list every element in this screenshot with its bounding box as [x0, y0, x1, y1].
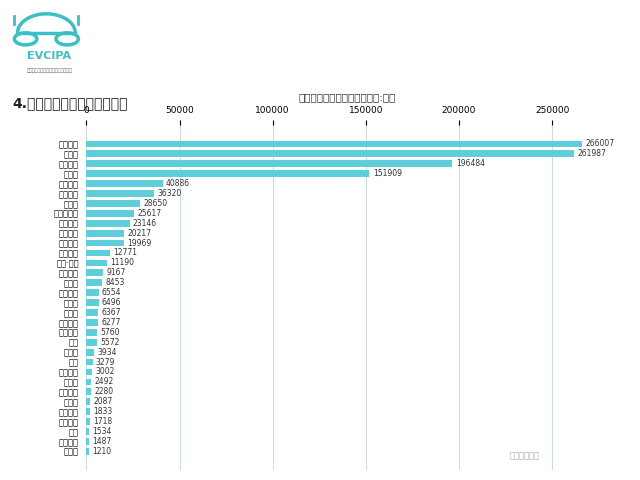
- Bar: [86, 210, 134, 216]
- Text: 20217: 20217: [127, 228, 152, 238]
- Bar: [86, 359, 93, 365]
- Text: 1210: 1210: [92, 447, 111, 456]
- Text: 中国充电联盟: 中国充电联盟: [510, 452, 540, 461]
- Text: 9167: 9167: [107, 268, 126, 277]
- Text: 中国电动汽车充电基础设施促进联盟: 中国电动汽车充电基础设施促进联盟: [28, 68, 73, 73]
- Text: 19969: 19969: [127, 239, 151, 248]
- Bar: [86, 428, 89, 435]
- Text: 1534: 1534: [93, 427, 112, 436]
- Circle shape: [56, 33, 79, 45]
- Text: 266007: 266007: [586, 139, 614, 148]
- Bar: [86, 388, 91, 395]
- Bar: [86, 269, 104, 276]
- Bar: [86, 160, 452, 167]
- Bar: [86, 438, 89, 445]
- Bar: [86, 369, 92, 375]
- Bar: [86, 250, 110, 256]
- Text: 3279: 3279: [96, 358, 115, 367]
- Bar: [86, 230, 124, 237]
- Text: 5760: 5760: [100, 328, 120, 337]
- Text: 196484: 196484: [456, 159, 484, 168]
- Text: 3934: 3934: [97, 348, 116, 357]
- Bar: [86, 220, 129, 227]
- Bar: [86, 170, 369, 177]
- Bar: [86, 309, 99, 316]
- Bar: [86, 289, 99, 296]
- Bar: [86, 339, 97, 346]
- Bar: [86, 349, 93, 356]
- Text: 28650: 28650: [143, 199, 167, 208]
- Text: EVCIPA: EVCIPA: [28, 51, 71, 61]
- Bar: [86, 319, 98, 326]
- Text: 261987: 261987: [578, 149, 607, 158]
- Text: 4.公共充电桩运营商整体情况: 4.公共充电桩运营商整体情况: [13, 96, 128, 110]
- Text: 一、充电基础设施整体情况: 一、充电基础设施整体情况: [196, 31, 376, 55]
- Text: 12771: 12771: [113, 249, 138, 257]
- Title: 主要运营商充电桩数量（单位:台）: 主要运营商充电桩数量（单位:台）: [298, 93, 396, 103]
- Bar: [86, 379, 91, 385]
- Bar: [86, 180, 163, 187]
- Bar: [86, 448, 89, 455]
- Text: 6277: 6277: [102, 318, 121, 327]
- Bar: [86, 418, 90, 425]
- Text: 6554: 6554: [102, 288, 122, 297]
- Text: 6496: 6496: [102, 298, 122, 307]
- Bar: [86, 240, 124, 246]
- Text: 6367: 6367: [102, 308, 121, 317]
- Circle shape: [15, 33, 37, 45]
- Text: 151909: 151909: [372, 169, 402, 178]
- Text: 36320: 36320: [157, 189, 182, 198]
- Text: 8453: 8453: [106, 278, 125, 287]
- Bar: [86, 200, 140, 207]
- Text: 1833: 1833: [93, 407, 113, 416]
- Text: 3002: 3002: [95, 368, 115, 376]
- Bar: [86, 260, 108, 266]
- Bar: [86, 398, 90, 405]
- Text: 23146: 23146: [133, 219, 157, 228]
- Bar: [86, 408, 90, 415]
- Bar: [86, 141, 582, 147]
- Text: 1487: 1487: [93, 437, 112, 446]
- Bar: [86, 279, 102, 286]
- Text: 1718: 1718: [93, 417, 112, 426]
- Text: 25617: 25617: [138, 209, 161, 218]
- Text: 5572: 5572: [100, 338, 120, 347]
- Bar: [86, 150, 575, 157]
- Text: 2087: 2087: [93, 397, 113, 406]
- Text: 11190: 11190: [111, 258, 134, 267]
- Text: 2492: 2492: [94, 377, 114, 386]
- Text: 2280: 2280: [94, 387, 113, 396]
- Bar: [86, 299, 99, 306]
- Bar: [86, 190, 154, 197]
- Bar: [86, 329, 97, 336]
- Text: 40886: 40886: [166, 179, 190, 188]
